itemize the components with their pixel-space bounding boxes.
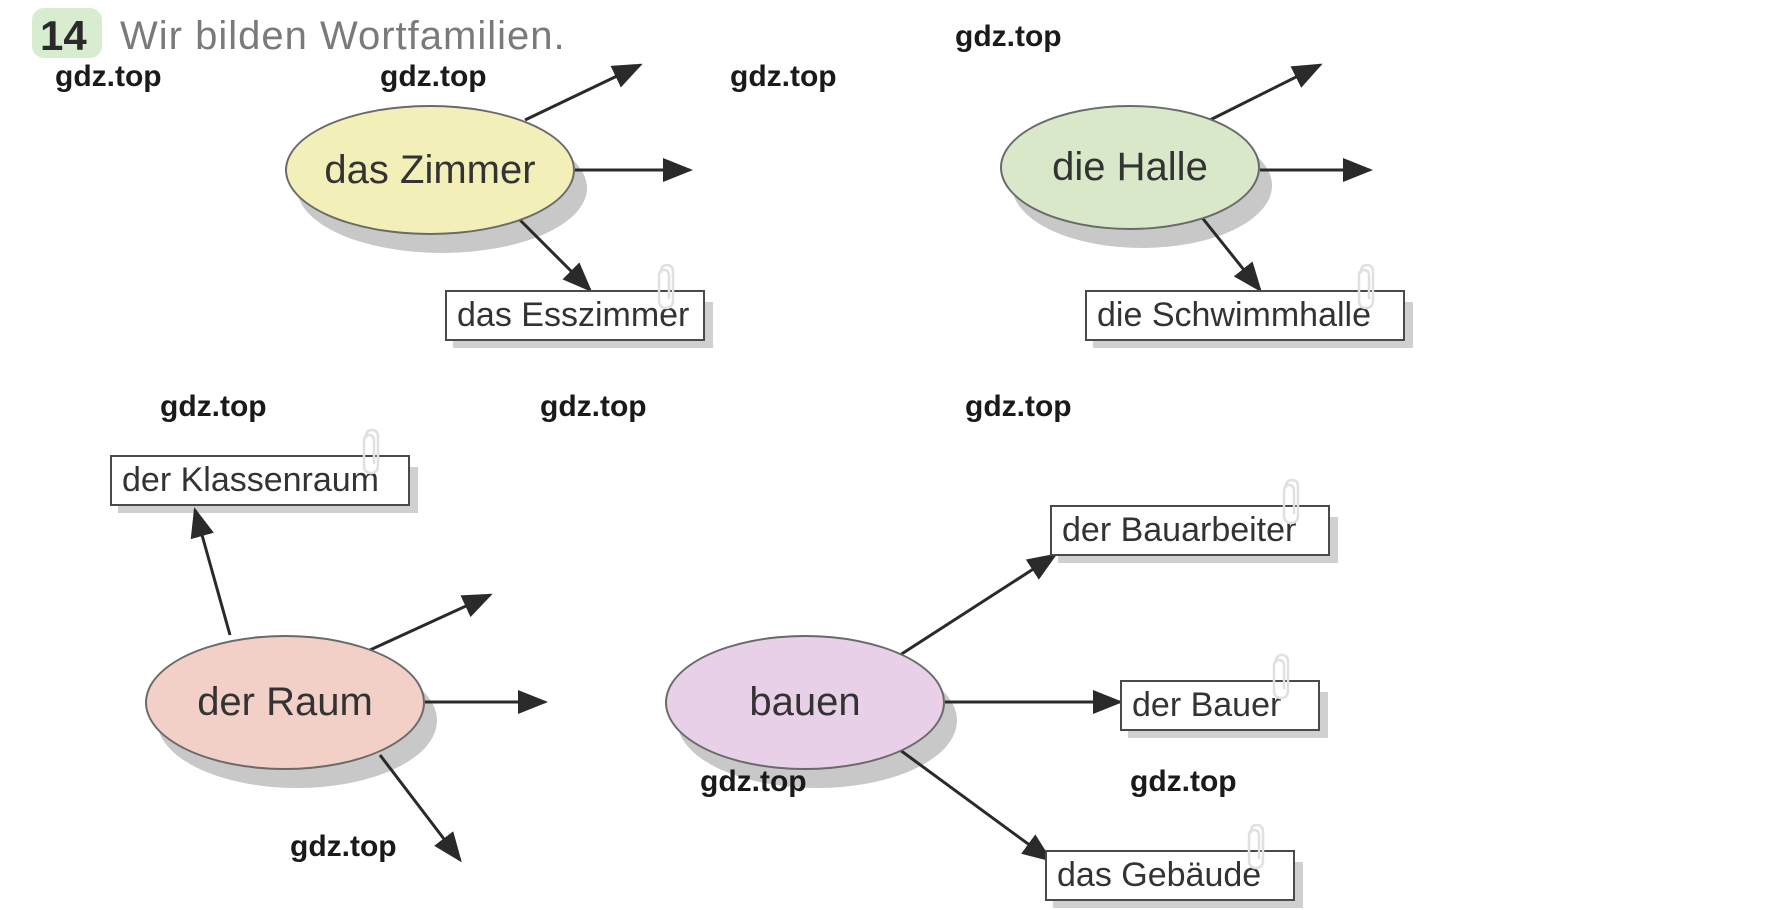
- raum-label: der Raum: [197, 680, 373, 725]
- exercise-number: 14: [40, 12, 87, 60]
- zimmer-arrow: [520, 220, 590, 290]
- zimmer-arrow: [525, 65, 640, 120]
- paperclip-icon: [655, 262, 679, 312]
- halle-ellipse: die Halle: [1000, 105, 1260, 230]
- paperclip-icon: [360, 427, 384, 477]
- watermark: gdz.top: [160, 390, 267, 424]
- halle-label: die Halle: [1052, 145, 1208, 190]
- bauen-ellipse: bauen: [665, 635, 945, 770]
- watermark: gdz.top: [380, 60, 487, 94]
- watermark: gdz.top: [955, 20, 1062, 54]
- exercise-title: Wir bilden Wortfamilien.: [120, 14, 566, 59]
- paperclip-icon: [1245, 822, 1269, 872]
- paperclip-icon: [1270, 652, 1294, 702]
- bauen-label: bauen: [749, 680, 860, 725]
- halle-arrow: [1200, 215, 1260, 290]
- watermark: gdz.top: [965, 390, 1072, 424]
- paperclip-icon: [1355, 262, 1379, 312]
- zimmer-label: das Zimmer: [324, 148, 535, 193]
- watermark: gdz.top: [1130, 765, 1237, 799]
- bauen-arrow: [900, 555, 1055, 655]
- zimmer-ellipse: das Zimmer: [285, 105, 575, 235]
- raum-arrow: [195, 510, 230, 635]
- paperclip-icon: [1280, 477, 1304, 527]
- watermark: gdz.top: [700, 765, 807, 799]
- raum-ellipse: der Raum: [145, 635, 425, 770]
- watermark: gdz.top: [55, 60, 162, 94]
- bauen-arrow: [900, 750, 1050, 860]
- watermark: gdz.top: [290, 830, 397, 864]
- halle-arrow: [1210, 65, 1320, 120]
- watermark: gdz.top: [540, 390, 647, 424]
- raum-arrow: [370, 595, 490, 650]
- watermark: gdz.top: [730, 60, 837, 94]
